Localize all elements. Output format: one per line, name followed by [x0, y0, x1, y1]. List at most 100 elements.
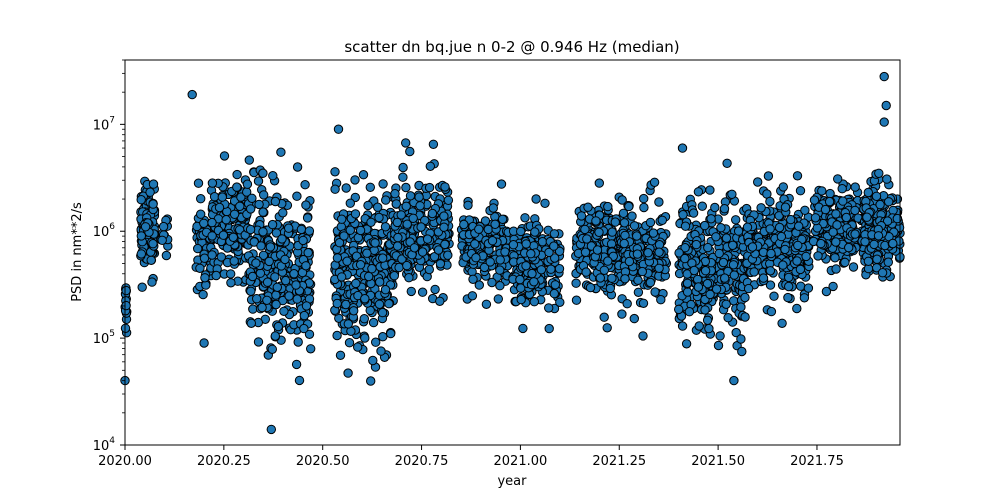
data-point	[270, 196, 281, 207]
data-point	[416, 222, 426, 232]
data-point	[583, 202, 593, 212]
data-point	[873, 231, 884, 241]
data-point	[435, 296, 445, 306]
data-point	[638, 298, 649, 308]
data-point	[723, 313, 733, 323]
data-point	[371, 337, 381, 347]
data-point	[720, 273, 730, 283]
data-point	[330, 167, 340, 177]
data-point	[467, 291, 478, 301]
data-point	[784, 272, 794, 283]
data-point	[468, 274, 478, 284]
data-point	[137, 282, 147, 292]
data-point	[780, 244, 790, 255]
data-point	[414, 192, 424, 202]
data-point	[299, 323, 309, 334]
data-point	[360, 333, 370, 343]
data-point	[777, 318, 787, 328]
data-point	[284, 291, 294, 301]
data-point	[497, 214, 508, 225]
data-point	[783, 292, 793, 303]
data-point	[360, 294, 370, 304]
data-point	[681, 339, 692, 349]
data-points	[120, 71, 905, 435]
data-point	[792, 171, 803, 181]
data-point	[801, 251, 811, 262]
data-point	[258, 227, 268, 237]
data-point	[582, 234, 592, 244]
data-point	[424, 182, 435, 193]
data-point	[435, 259, 446, 269]
data-point	[232, 169, 242, 180]
data-point	[795, 264, 806, 275]
data-point	[888, 238, 898, 249]
data-point	[187, 89, 197, 100]
data-point	[270, 331, 280, 341]
data-point	[537, 237, 548, 247]
data-point	[157, 235, 167, 246]
data-point	[529, 277, 539, 287]
data-point	[264, 256, 274, 267]
data-point	[758, 273, 769, 283]
data-point	[863, 187, 873, 198]
data-point	[266, 424, 276, 435]
data-point	[332, 253, 343, 263]
data-point	[470, 239, 480, 249]
data-point	[277, 234, 287, 244]
data-point	[301, 261, 311, 271]
data-point	[610, 217, 620, 227]
data-point	[279, 306, 289, 316]
data-point	[366, 217, 376, 228]
data-point	[657, 215, 667, 226]
data-point	[833, 174, 843, 184]
data-point	[844, 242, 854, 253]
data-point	[740, 312, 750, 322]
data-point	[571, 295, 582, 305]
data-point	[689, 265, 699, 276]
data-point	[219, 151, 230, 161]
data-point	[520, 213, 530, 223]
data-point	[248, 304, 258, 314]
data-point	[645, 217, 656, 228]
data-point	[396, 210, 406, 220]
data-point	[147, 277, 157, 287]
data-point	[794, 221, 804, 231]
data-point	[549, 241, 559, 251]
data-point	[766, 306, 777, 317]
data-point	[148, 199, 158, 209]
data-point	[508, 240, 519, 250]
data-point	[848, 262, 859, 272]
data-point	[350, 175, 360, 185]
data-point	[443, 195, 454, 206]
data-point	[342, 256, 352, 266]
data-point	[236, 192, 246, 202]
data-point	[624, 201, 634, 212]
data-point	[892, 213, 902, 224]
data-point	[214, 202, 225, 213]
data-point	[246, 286, 256, 296]
y-tick-label: 107	[93, 115, 115, 133]
data-point	[136, 231, 147, 241]
data-point	[747, 242, 758, 252]
data-point	[161, 250, 172, 261]
data-point	[792, 256, 802, 266]
data-point	[645, 277, 656, 288]
data-point	[765, 280, 776, 290]
data-point	[254, 199, 264, 210]
data-point	[682, 287, 693, 297]
data-point	[571, 278, 581, 288]
data-point	[292, 191, 302, 201]
data-point	[398, 162, 408, 173]
data-point	[639, 193, 649, 204]
data-point	[291, 280, 301, 290]
data-point	[884, 197, 894, 207]
data-point	[680, 253, 690, 264]
data-point	[526, 249, 536, 259]
data-point	[298, 235, 308, 246]
data-point	[516, 294, 526, 305]
data-point	[702, 279, 713, 289]
data-point	[825, 188, 835, 199]
data-point	[380, 285, 391, 295]
data-point	[693, 282, 704, 292]
data-point	[795, 186, 806, 196]
